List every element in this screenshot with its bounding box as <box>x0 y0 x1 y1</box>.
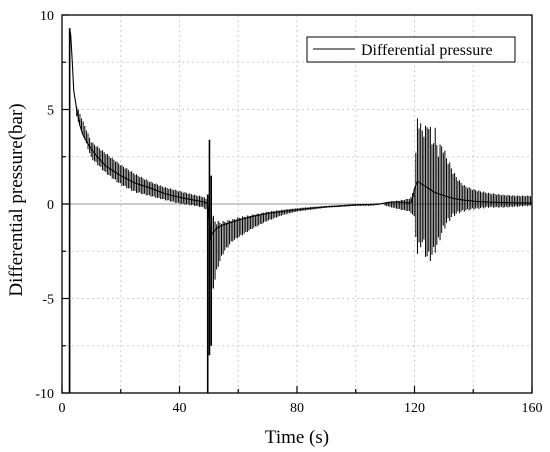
y-axis-title: Differential pressure(bar) <box>6 103 27 296</box>
axis-tick-labels: 0 40 80 120 160 -10 -5 0 5 10 <box>35 9 542 416</box>
series-oscillation <box>384 118 532 262</box>
series-oscillation <box>76 106 207 210</box>
legend-entry: Differential pressure <box>361 42 493 59</box>
series-oscillation <box>211 203 379 289</box>
series-line <box>68 28 533 394</box>
axis-ticks <box>61 14 533 394</box>
x-tick-label: 40 <box>173 401 187 416</box>
y-tick-label: -10 <box>35 387 54 402</box>
y-tick-label: -5 <box>42 293 54 308</box>
y-tick-label: 5 <box>47 104 54 119</box>
x-tick-label: 0 <box>59 401 66 416</box>
x-axis-title: Time (s) <box>265 427 329 448</box>
x-tick-label: 80 <box>290 401 304 416</box>
legend: Differential pressure <box>306 36 516 63</box>
series-differential-pressure <box>68 28 533 394</box>
x-tick-label: 120 <box>404 401 425 416</box>
y-tick-label: 0 <box>47 198 54 213</box>
y-tick-label: 10 <box>40 9 54 24</box>
x-tick-label: 160 <box>522 401 543 416</box>
